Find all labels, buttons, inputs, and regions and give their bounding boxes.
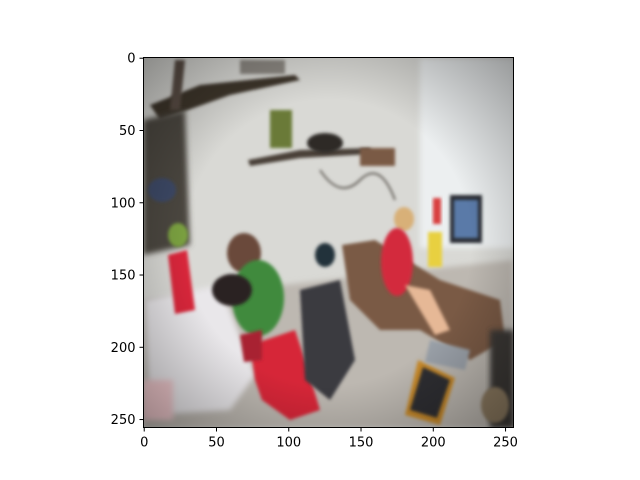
x-tick-label: 200 (421, 436, 446, 451)
y-tick-label: 100 (111, 196, 136, 211)
x-tick-label: 50 (208, 436, 225, 451)
image-plot (143, 57, 514, 428)
y-tick-label: 0 (127, 52, 135, 67)
y-axis: 0 50 100 150 200 250 (111, 52, 144, 428)
axes-frame (143, 57, 514, 428)
y-tick-label: 250 (111, 413, 136, 428)
x-tick-label: 150 (349, 436, 374, 451)
y-tick-label: 200 (111, 341, 136, 356)
y-tick-label: 50 (119, 124, 136, 139)
x-tick-label: 0 (140, 436, 148, 451)
x-axis: 0 50 100 150 200 250 (140, 427, 518, 451)
y-tick-label: 150 (111, 269, 136, 284)
x-tick-label: 250 (493, 436, 518, 451)
x-tick-label: 100 (276, 436, 301, 451)
